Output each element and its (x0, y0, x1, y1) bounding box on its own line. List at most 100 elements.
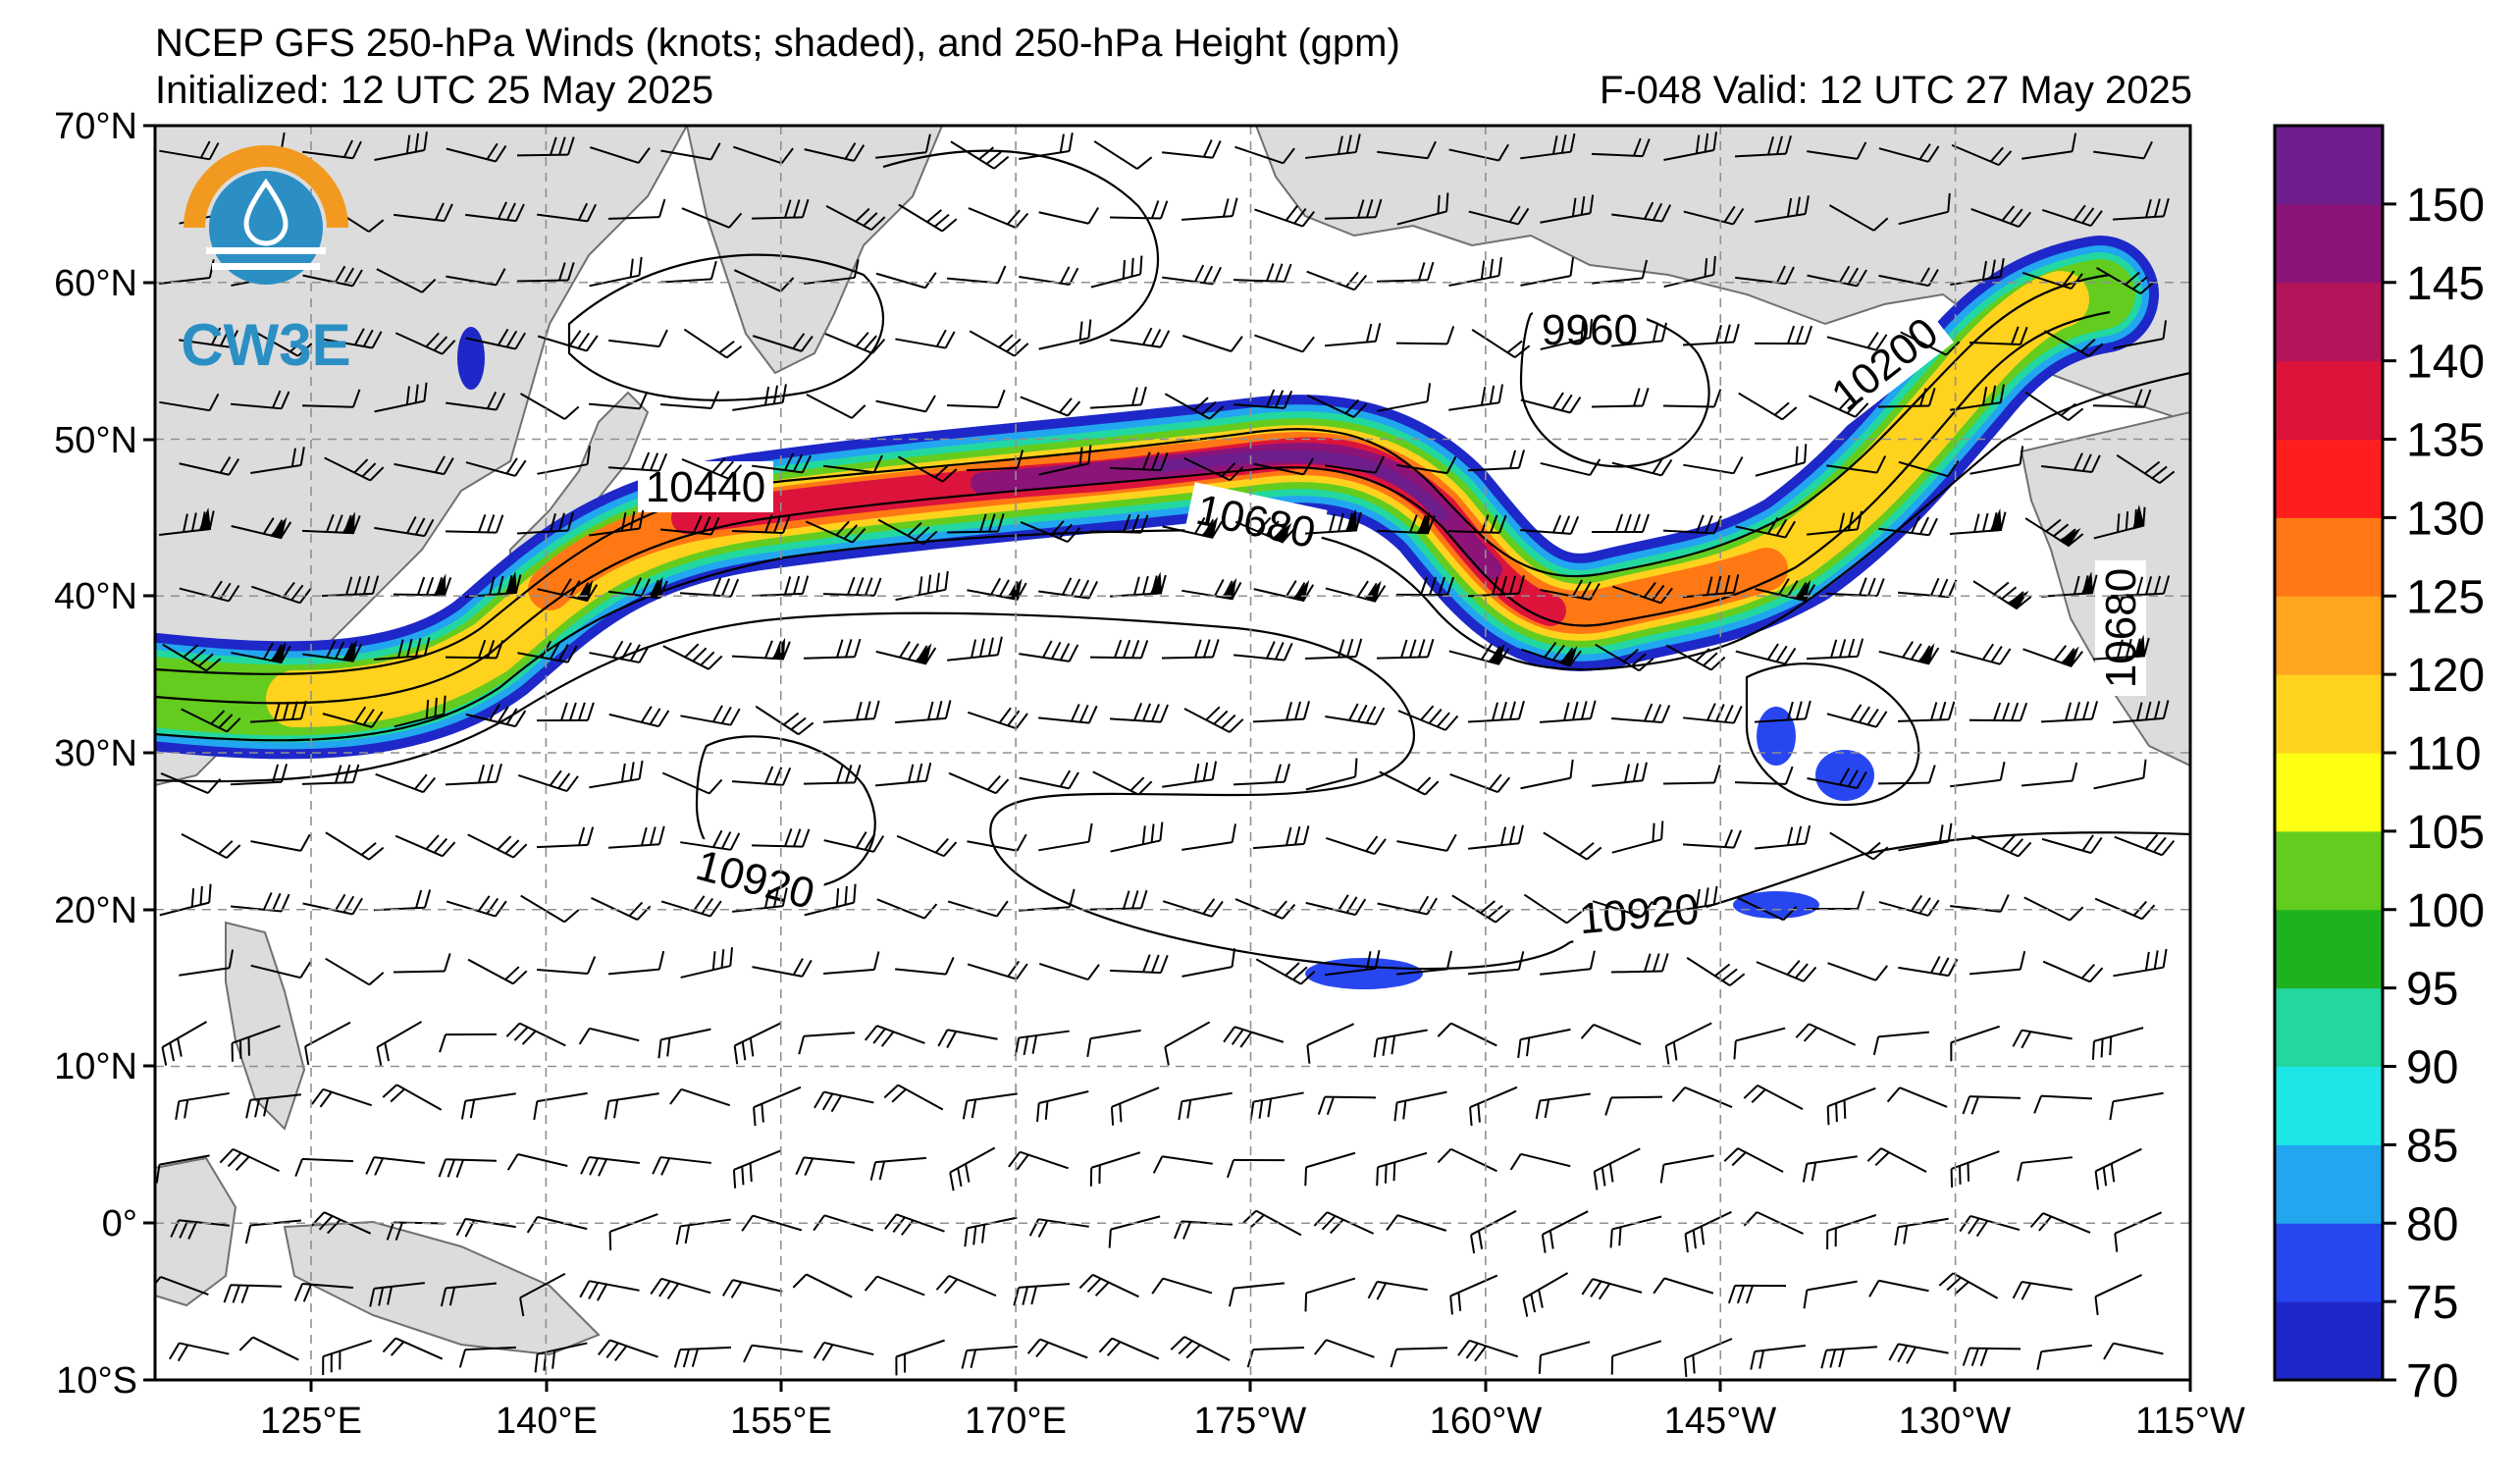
wind-barb (1727, 1284, 1787, 1304)
wind-barb (536, 826, 595, 849)
wind-barb (293, 1283, 354, 1302)
wind-barb (824, 332, 886, 354)
wind-barb (2109, 1091, 2164, 1121)
wind-barb (1808, 395, 1869, 418)
wind-barb (460, 1092, 516, 1120)
patch-hawaii-north (1733, 891, 1819, 919)
wind-barb (1448, 384, 1504, 411)
wind-barb (2024, 391, 2084, 422)
wind-barb (1325, 949, 1381, 977)
wind-barb (1098, 1337, 1160, 1360)
wind-barb (376, 1021, 423, 1066)
wind-barb (465, 704, 527, 728)
colorbar-tick-label: 145 (2406, 258, 2485, 310)
wind-barb (895, 570, 949, 602)
wind-barb (505, 1022, 566, 1047)
colorbar-segment (2275, 830, 2383, 911)
wind-barb (1467, 450, 1526, 472)
wind-barb (1089, 639, 1149, 660)
wind-barb (589, 146, 651, 164)
wind-barb (1178, 1091, 1233, 1121)
wind-barb (2114, 833, 2176, 857)
wind-barb (2021, 762, 2078, 787)
lat-label: 60°N (54, 263, 137, 304)
wind-barb (458, 1346, 517, 1368)
land-masses (155, 126, 2190, 1356)
wind-barb (1397, 705, 1459, 731)
wind-barb (365, 1156, 425, 1176)
wind-barb (1325, 455, 1386, 474)
wind-barb (1019, 132, 1074, 161)
wind-barb (1367, 1280, 1428, 1300)
wind-barb (1086, 1029, 1141, 1058)
wind-barb (1038, 319, 1092, 350)
wind-barb (1969, 446, 2024, 475)
wind-barb (467, 958, 528, 985)
wind-barb (1540, 458, 1601, 477)
wind-barb (2012, 1280, 2073, 1300)
wind-barb (1162, 139, 1222, 159)
wind-barb (937, 1029, 998, 1049)
wind-barb (2022, 645, 2083, 667)
logo-wave-2 (212, 263, 320, 270)
wind-barb (1255, 958, 1316, 985)
wind-barb (1036, 1090, 1089, 1123)
contour-10920-high (695, 735, 876, 890)
wind-barb (1396, 833, 1457, 852)
wind-barb (1521, 641, 1582, 667)
wind-barb (961, 1345, 1018, 1369)
wind-barb (536, 702, 595, 722)
wind-barb (250, 447, 305, 474)
wind-barb (732, 384, 787, 411)
wind-barb (669, 1087, 730, 1107)
wind-barb (465, 457, 527, 477)
wind-barb (1743, 1085, 1804, 1110)
wind-barb (804, 883, 857, 917)
wind-barb (1092, 770, 1153, 796)
logo-text: CW3E (181, 312, 350, 378)
wind-barb (1093, 140, 1153, 170)
wind-barb (155, 1154, 210, 1184)
wind-barb (439, 1033, 498, 1053)
lat-label: 50°N (54, 420, 137, 461)
wind-barb (752, 958, 813, 978)
wind-barb (1008, 1150, 1069, 1171)
lat-label: 70°N (54, 106, 137, 147)
latitude-labels: 70°N 60°N 50°N 40°N 30°N 20°N 10°N 0° 10… (54, 106, 137, 1402)
wind-barb (1437, 1147, 1497, 1173)
wind-barb (1969, 950, 2026, 976)
wind-barb (864, 1025, 925, 1047)
wind-barb (155, 1276, 209, 1296)
wind-barb (580, 1155, 640, 1177)
wind-barb (1379, 770, 1440, 796)
wind-barb (1972, 580, 2032, 610)
wind-barb (1451, 894, 1511, 924)
wind-barb (219, 1147, 280, 1173)
wind-barb (1152, 1155, 1213, 1174)
wind-barb (1519, 514, 1580, 535)
colorbar-tick-label: 70 (2406, 1355, 2458, 1407)
wind-barb (661, 771, 723, 795)
wind-barb (1826, 704, 1888, 728)
wind-barb (1376, 511, 1436, 535)
wind-barb (1807, 141, 1867, 160)
wind-barb (1183, 706, 1244, 733)
wind-barb (877, 518, 938, 546)
wind-barb (2091, 1027, 2144, 1060)
wind-barb (1304, 1151, 1356, 1187)
wind-barb (1109, 200, 1169, 220)
wind-barb (1604, 1095, 1663, 1116)
wind-barb (322, 328, 383, 349)
wind-barb (1028, 1218, 1089, 1238)
wind-barb (1520, 759, 1574, 790)
wind-barb (1581, 1278, 1643, 1300)
wind-barb (1659, 1154, 1714, 1184)
wind-barb (1951, 143, 2013, 167)
wind-barb (1734, 766, 1794, 785)
wind-barb (875, 272, 937, 290)
wind-barb (681, 457, 743, 480)
wind-barb (898, 203, 958, 233)
wind-barb (1898, 459, 1960, 478)
wind-barb (896, 834, 958, 858)
